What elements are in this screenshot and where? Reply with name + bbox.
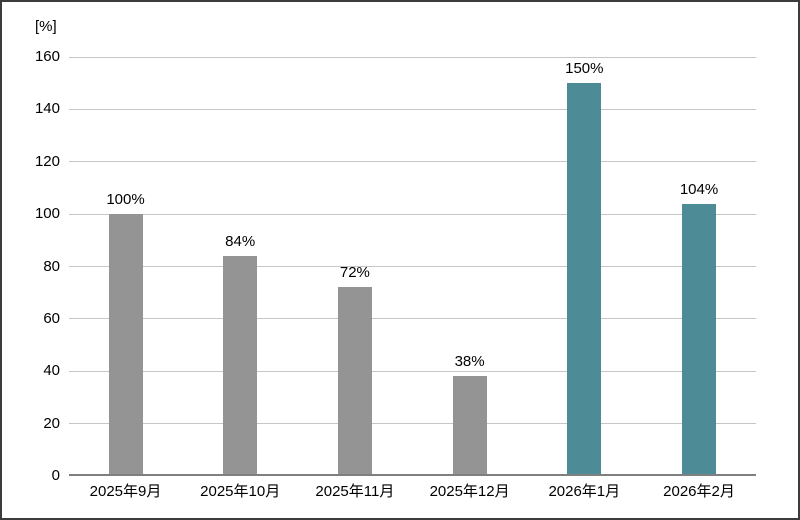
gridline-140 xyxy=(69,108,756,110)
y-tick-label-0: 0 xyxy=(51,467,60,484)
bar-2025年11月 xyxy=(337,287,372,475)
y-tick-label-40: 40 xyxy=(43,362,60,380)
gridline-160 xyxy=(69,56,756,58)
bar-value-label-2026年1月: 150% xyxy=(565,60,604,78)
gridline-100 xyxy=(69,213,756,215)
x-axis-label-2026年1月: 2026年1月 xyxy=(548,483,621,500)
bar-value-label-2025年10月: 84% xyxy=(225,233,256,251)
bar-value-label-2025年9月: 100% xyxy=(106,191,145,209)
bar-2026年2月 xyxy=(682,203,716,475)
gridline-40 xyxy=(69,370,756,372)
y-tick-label-80: 80 xyxy=(43,257,60,275)
gridline-60 xyxy=(69,318,756,320)
bar-2026年1月 xyxy=(567,83,602,475)
x-axis-label-2025年10月: 2025年10月 xyxy=(200,483,281,500)
bar-2025年10月 xyxy=(223,256,258,475)
y-tick-label-100: 100 xyxy=(34,205,60,223)
gridline-20 xyxy=(69,423,756,425)
bar-2025年9月 xyxy=(108,214,143,475)
bar-2025年12月 xyxy=(452,376,487,475)
bar-value-label-2025年11月: 72% xyxy=(339,264,370,282)
gridline-120 xyxy=(69,161,756,163)
y-tick-label-20: 20 xyxy=(43,414,60,432)
x-axis-label-2025年12月: 2025年12月 xyxy=(429,483,510,500)
y-tick-label-140: 140 xyxy=(34,100,60,118)
y-tick-label-120: 120 xyxy=(34,152,60,170)
x-axis-line xyxy=(69,474,756,476)
bar-value-label-2026年2月: 104% xyxy=(679,180,719,198)
bar-value-label-2025年12月: 38% xyxy=(454,353,485,371)
y-axis-unit-label: [%] xyxy=(35,18,57,35)
x-axis-label-2026年2月: 2026年2月 xyxy=(663,483,735,500)
gridline-80 xyxy=(69,266,756,267)
x-axis-label-2025年9月: 2025年9月 xyxy=(89,483,162,500)
x-axis-label-2025年11月: 2025年11月 xyxy=(315,483,395,500)
y-tick-label-160: 160 xyxy=(34,48,60,65)
y-tick-label-60: 60 xyxy=(43,309,60,327)
